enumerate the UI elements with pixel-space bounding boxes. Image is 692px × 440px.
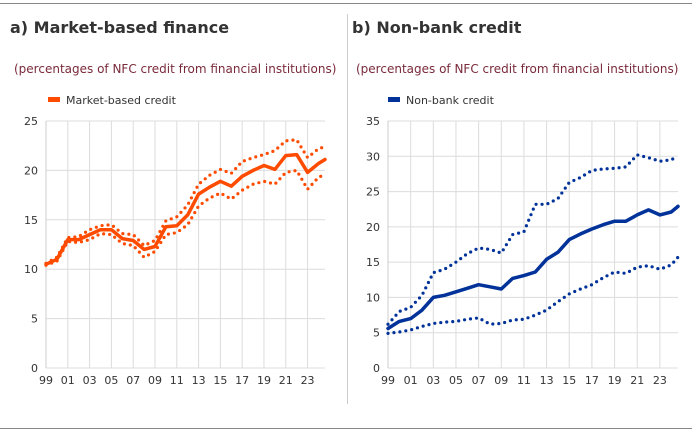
x-tick-label: 09 — [494, 374, 508, 387]
x-tick-label: 11 — [517, 374, 531, 387]
x-tick-label: 09 — [148, 374, 162, 387]
panel-b-title: b) Non-bank credit — [352, 18, 522, 37]
x-tick-label: 07 — [472, 374, 486, 387]
x-tick-label: 11 — [170, 374, 184, 387]
x-tick-label: 23 — [301, 374, 315, 387]
series-line-0 — [44, 152, 327, 267]
x-tick-label: 13 — [540, 374, 554, 387]
x-tick-label: 99 — [381, 374, 395, 387]
x-tick-label: 23 — [653, 374, 667, 387]
band-line-1 — [44, 138, 327, 265]
x-tick-label: 05 — [104, 374, 118, 387]
x-tick-label: 07 — [126, 374, 140, 387]
y-tick-label: 25 — [24, 115, 38, 128]
y-tick-label: 20 — [366, 221, 380, 234]
x-tick-label: 05 — [449, 374, 463, 387]
y-tick-label: 30 — [366, 150, 380, 163]
y-tick-label: 25 — [366, 186, 380, 199]
y-tick-label: 35 — [366, 115, 380, 128]
band-line-1 — [386, 153, 680, 326]
y-tick-label: 10 — [366, 291, 380, 304]
top-rule — [0, 3, 692, 4]
bottom-rule — [0, 428, 692, 429]
y-tick-label: 5 — [31, 313, 38, 326]
y-tick-label: 5 — [373, 327, 380, 340]
x-tick-label: 15 — [562, 374, 576, 387]
x-tick-label: 01 — [61, 374, 75, 387]
x-tick-label: 03 — [83, 374, 97, 387]
legend-swatch — [48, 97, 60, 102]
y-tick-label: 15 — [24, 214, 38, 227]
legend-label: Market-based credit — [66, 94, 177, 107]
band-line-2 — [386, 255, 680, 335]
x-tick-label: 15 — [213, 374, 227, 387]
y-tick-label: 15 — [366, 256, 380, 269]
legend-swatch — [388, 97, 400, 102]
panel-divider — [347, 14, 348, 404]
x-tick-label: 13 — [192, 374, 206, 387]
panel-a-subtitle: (percentages of NFC credit from financia… — [14, 62, 337, 76]
panel-a-title: a) Market-based finance — [10, 18, 230, 37]
x-tick-label: 21 — [279, 374, 293, 387]
x-tick-label: 19 — [257, 374, 271, 387]
y-tick-label: 20 — [24, 164, 38, 177]
x-tick-label: 99 — [39, 374, 53, 387]
x-tick-label: 17 — [585, 374, 599, 387]
band-line-2 — [44, 168, 327, 267]
x-tick-label: 17 — [235, 374, 249, 387]
y-tick-label: 0 — [373, 362, 380, 375]
panel-b-subtitle: (percentages of NFC credit from financia… — [356, 62, 679, 76]
x-tick-label: 19 — [608, 374, 622, 387]
y-tick-label: 10 — [24, 263, 38, 276]
x-tick-label: 03 — [426, 374, 440, 387]
legend-label: Non-bank credit — [406, 94, 495, 107]
x-tick-label: 01 — [404, 374, 418, 387]
x-tick-label: 21 — [630, 374, 644, 387]
series-line-0 — [386, 204, 680, 331]
y-tick-label: 0 — [31, 362, 38, 375]
